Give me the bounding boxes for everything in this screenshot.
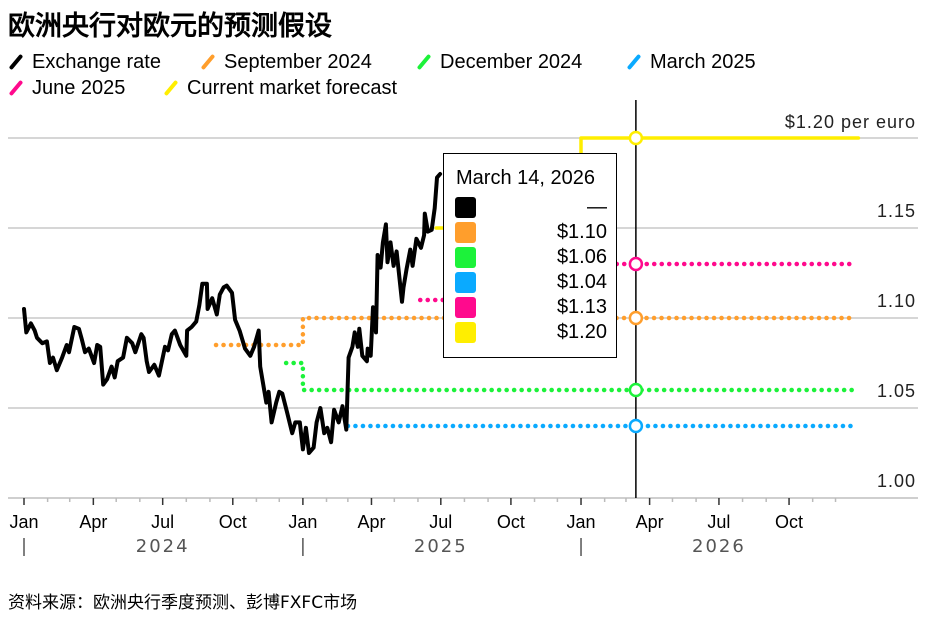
tooltip-row-september-2024: $1.10 — [455, 221, 607, 243]
y-tick-label: 1.10 — [877, 291, 916, 311]
tooltip-row-march-2025: $1.04 — [455, 271, 607, 293]
legend-label: December 2024 — [440, 51, 583, 73]
tooltip-row-current-market-forecast: $1.20 — [455, 321, 607, 343]
tooltip-date: March 14, 2026 — [456, 167, 595, 189]
y-tick-label: $1.20 per euro — [785, 112, 916, 132]
tooltip-swatch — [455, 247, 476, 268]
legend-item-september-2024[interactable]: September 2024 — [198, 50, 372, 74]
tooltip-value: $1.10 — [556, 221, 607, 243]
hover-marker-december-2024 — [628, 382, 644, 398]
legend-item-june-2025[interactable]: June 2025 — [6, 76, 125, 100]
legend-label: Current market forecast — [187, 77, 398, 99]
tooltip-swatch — [455, 322, 476, 343]
x-tick-label: Apr — [636, 512, 664, 532]
x-tick-label: Jan — [567, 512, 596, 532]
y-tick-label: 1.15 — [877, 201, 916, 221]
x-tick-label: Oct — [497, 512, 525, 532]
x-tick-label: Apr — [357, 512, 385, 532]
tooltip-value: $1.04 — [556, 271, 607, 293]
year-label: 2025 — [414, 536, 468, 557]
legend-label: Exchange rate — [32, 51, 161, 73]
tooltip-swatch — [455, 222, 476, 243]
source-note: 资料来源：欧洲央行季度预测、彭博FXFC市场 — [8, 593, 358, 613]
legend-item-march-2025[interactable]: March 2025 — [624, 50, 756, 74]
hover-tooltip: March 14, 2026 — $1.10 $1.06 $1.04 $1.13… — [443, 153, 617, 358]
x-tick-label: Jul — [429, 512, 452, 532]
tooltip-swatch — [455, 297, 476, 318]
tooltip-value: — — [587, 196, 607, 218]
legend-item-december-2024[interactable]: December 2024 — [414, 50, 582, 74]
tooltip-value: $1.20 — [556, 321, 607, 343]
x-tick-label: Jul — [151, 512, 174, 532]
legend-item-exchange-rate[interactable]: Exchange rate — [6, 50, 161, 74]
tooltip-swatch — [455, 197, 476, 218]
x-tick-label: Jan — [288, 512, 317, 532]
tooltip-row-exchange-rate: — — [455, 196, 607, 218]
year-label: 2026 — [692, 536, 746, 557]
year-label: 2024 — [136, 536, 190, 557]
y-tick-label: 1.05 — [877, 381, 916, 401]
hover-marker-june-2025 — [628, 256, 644, 272]
legend-label: September 2024 — [224, 51, 372, 73]
tooltip-value: $1.13 — [556, 296, 607, 318]
tooltip-swatch — [455, 272, 476, 293]
legend-label: March 2025 — [650, 51, 756, 73]
y-tick-label: 1.00 — [877, 471, 916, 491]
tooltip-value: $1.06 — [556, 246, 607, 268]
tooltip-row-december-2024: $1.06 — [455, 246, 607, 268]
x-tick-label: Jan — [9, 512, 38, 532]
hover-marker-current-market-forecast — [628, 130, 644, 146]
x-tick-label: Jul — [707, 512, 730, 532]
hover-marker-march-2025 — [628, 418, 644, 434]
series-line-december-2024 — [283, 360, 859, 393]
legend-item-current-market-forecast[interactable]: Current market forecast — [161, 76, 397, 100]
x-tick-label: Oct — [219, 512, 247, 532]
x-tick-label: Apr — [79, 512, 107, 532]
tooltip-row-june-2025: $1.13 — [455, 296, 607, 318]
chart-title: 欧洲央行对欧元的预测假设 — [8, 11, 332, 42]
legend-label: June 2025 — [32, 77, 126, 99]
hover-marker-september-2024 — [628, 310, 644, 326]
series-line-exchange-rate — [22, 172, 443, 455]
x-tick-label: Oct — [775, 512, 803, 532]
